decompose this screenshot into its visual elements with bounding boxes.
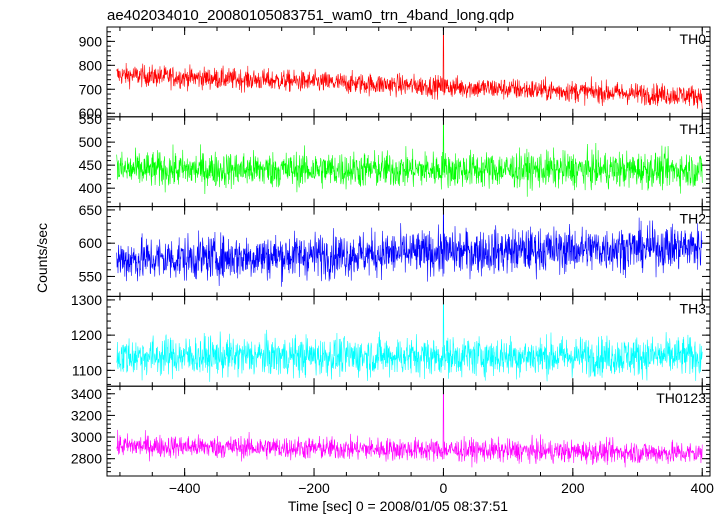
panel-frame: [106, 385, 711, 477]
series-line-th0: [116, 27, 703, 110]
series-line-th0123: [116, 386, 703, 468]
y-tick-label: 900: [79, 33, 103, 49]
y-tick-label: 550: [79, 111, 103, 127]
series-line-th1: [116, 121, 703, 197]
y-tick-label: 400: [79, 180, 103, 196]
panel-label-th1: TH1: [680, 121, 707, 137]
y-tick-label: 1300: [71, 292, 102, 308]
y-tick-label: 3000: [71, 429, 102, 445]
series-line-th3: [116, 299, 703, 382]
y-tick-label: 500: [79, 134, 103, 150]
x-tick-label: −400: [169, 480, 201, 496]
y-tick-label: 550: [79, 268, 103, 284]
x-tick-label: 400: [691, 480, 715, 496]
y-tick-label: 3400: [71, 386, 102, 402]
series-line-th2: [116, 209, 703, 287]
x-tick-label: −200: [298, 480, 330, 496]
y-tick-label: 600: [79, 105, 103, 121]
panel-frame: [106, 26, 711, 118]
panel-label-th0123: TH0123: [656, 390, 706, 406]
panel-th0123: 2800 3000 3200 3400 TH0123: [71, 385, 711, 477]
panel-label-th2: TH2: [680, 211, 707, 227]
y-tick-label: 600: [79, 235, 103, 251]
y-tick-label: 650: [79, 202, 103, 218]
y-tick-label: 700: [79, 81, 103, 97]
x-tick-label: 200: [561, 480, 585, 496]
y-tick-label: 1100: [72, 362, 102, 378]
panel-label-th3: TH3: [680, 300, 707, 316]
x-axis: −400 −200 0 200 400: [169, 480, 714, 496]
panel-th3: 1100 1200 1300 TH3: [71, 292, 711, 387]
y-tick-label: 800: [79, 57, 103, 73]
y-axis-label: Counts/sec: [34, 223, 50, 293]
y-tick-label: 2800: [71, 451, 102, 467]
panel-th2: 550 600 650 TH2: [79, 202, 711, 297]
y-tick-label: 3200: [71, 407, 102, 423]
x-tick-label: 0: [440, 480, 448, 496]
panel-label-th0: TH0: [680, 31, 707, 47]
x-axis-label: Time [sec] 0 = 2008/01/05 08:37:51: [288, 498, 508, 514]
panel-th0: 600 700 800 900 TH0: [79, 26, 711, 121]
panel-th1: 400 450 500 550 TH1: [79, 111, 711, 208]
chart-title: ae402034010_20080105083751_wam0_trn_4ban…: [107, 7, 514, 24]
y-tick-label: 1200: [71, 327, 102, 343]
y-tick-label: 450: [79, 157, 103, 173]
